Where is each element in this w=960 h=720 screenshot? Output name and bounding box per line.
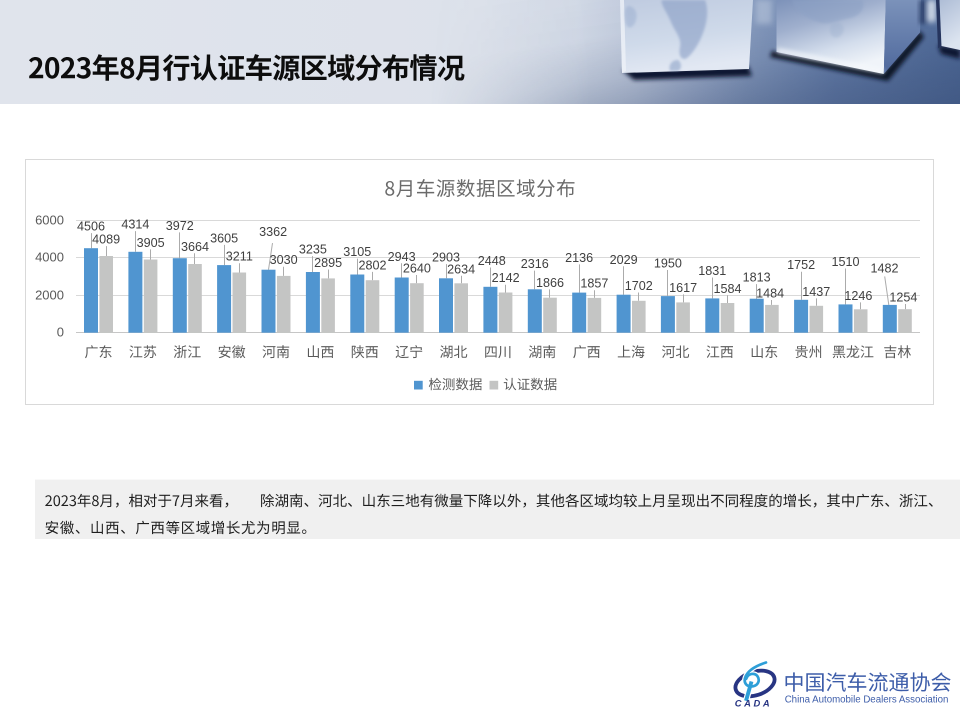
svg-text:1831: 1831 (698, 264, 726, 278)
svg-text:1484: 1484 (756, 287, 784, 301)
svg-text:1584: 1584 (713, 282, 741, 296)
svg-text:3972: 3972 (166, 219, 194, 233)
svg-text:CADA: CADA (735, 698, 772, 709)
svg-text:3105: 3105 (343, 245, 371, 259)
svg-text:2634: 2634 (447, 262, 475, 276)
svg-text:4089: 4089 (92, 233, 120, 247)
svg-text:4506: 4506 (77, 220, 105, 234)
svg-text:China Automobile Dealers Assoc: China Automobile Dealers Association (785, 694, 949, 705)
svg-text:3030: 3030 (270, 253, 298, 267)
svg-text:4314: 4314 (121, 218, 149, 232)
svg-text:3905: 3905 (137, 236, 165, 250)
svg-text:1813: 1813 (743, 271, 771, 285)
svg-text:2802: 2802 (358, 258, 386, 272)
svg-text:1437: 1437 (802, 285, 830, 299)
svg-text:2895: 2895 (314, 256, 342, 270)
svg-text:1482: 1482 (870, 261, 898, 275)
svg-text:2136: 2136 (565, 251, 593, 265)
svg-text:3211: 3211 (226, 250, 253, 264)
svg-text:0: 0 (57, 324, 64, 339)
svg-text:2029: 2029 (610, 253, 638, 267)
svg-text:2943: 2943 (388, 250, 416, 264)
svg-text:3362: 3362 (259, 225, 287, 239)
svg-text:2640: 2640 (403, 262, 431, 276)
svg-text:1702: 1702 (625, 279, 653, 293)
svg-text:1617: 1617 (669, 281, 697, 295)
svg-text:2903: 2903 (432, 251, 460, 265)
svg-text:1950: 1950 (654, 257, 682, 271)
svg-text:2448: 2448 (478, 254, 506, 268)
svg-text:1752: 1752 (787, 258, 815, 272)
svg-text:1866: 1866 (536, 276, 564, 290)
svg-text:2316: 2316 (521, 257, 549, 271)
svg-text:1246: 1246 (844, 289, 872, 303)
svg-text:1510: 1510 (831, 255, 859, 269)
svg-text:1857: 1857 (580, 277, 608, 291)
svg-text:3235: 3235 (299, 243, 327, 257)
svg-text:6000: 6000 (35, 212, 64, 227)
svg-text:4000: 4000 (35, 249, 64, 264)
svg-text:2142: 2142 (492, 271, 520, 285)
svg-text:3605: 3605 (210, 231, 238, 245)
svg-text:2000: 2000 (35, 287, 64, 302)
svg-text:3664: 3664 (181, 240, 209, 254)
svg-text:1254: 1254 (889, 291, 917, 305)
